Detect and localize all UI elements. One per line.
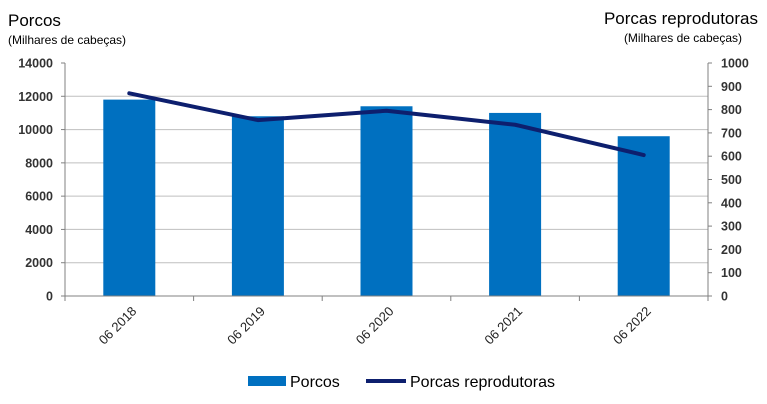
right-tick-label: 1000 — [721, 57, 749, 71]
bar — [489, 112, 542, 296]
bar — [103, 99, 156, 296]
left-tick-label: 8000 — [25, 156, 53, 170]
category-labels: 06 2018 06 2019 06 2020 06 2021 06 2022 — [96, 304, 654, 348]
right-tick-label: 0 — [721, 290, 728, 304]
category-label: 06 2022 — [610, 304, 654, 348]
right-tick-label: 200 — [721, 243, 742, 257]
left-tick-label: 0 — [46, 290, 53, 304]
right-axis-title: Porcas reprodutoras — [604, 9, 758, 28]
legend-swatch-porcos — [248, 376, 286, 386]
category-label: 06 2018 — [96, 304, 140, 348]
right-tick-label: 500 — [721, 173, 742, 187]
left-axis-ticks: 0 2000 4000 6000 8000 10000 12000 14000 — [18, 57, 65, 304]
bar-series — [103, 99, 670, 297]
right-tick-label: 400 — [721, 196, 742, 210]
left-tick-label: 2000 — [25, 256, 53, 270]
bar — [617, 136, 670, 296]
left-axis-unit: (Milhares de cabeças) — [8, 33, 126, 47]
left-tick-label: 12000 — [18, 90, 53, 104]
bar — [360, 106, 413, 297]
right-tick-label: 600 — [721, 150, 742, 164]
left-axis-title: Porcos — [8, 11, 61, 30]
right-tick-label: 900 — [721, 80, 742, 94]
right-tick-label: 100 — [721, 266, 742, 280]
right-axis-unit: (Milhares de cabeças) — [624, 31, 742, 45]
right-axis-ticks: 0 100 200 300 400 500 600 700 800 900 1000 — [708, 57, 749, 304]
legend: Porcos Porcas reprodutoras — [248, 374, 555, 391]
axes — [64, 63, 709, 301]
right-tick-label: 700 — [721, 126, 742, 140]
category-label: 06 2019 — [224, 304, 268, 348]
category-label: 06 2020 — [353, 304, 397, 348]
bar — [231, 116, 284, 296]
legend-label-porcos: Porcos — [290, 374, 340, 391]
legend-label-porcas: Porcas reprodutoras — [410, 374, 555, 391]
right-tick-label: 300 — [721, 220, 742, 234]
left-tick-label: 4000 — [25, 223, 53, 237]
left-tick-label: 6000 — [25, 190, 53, 204]
line-series — [127, 91, 646, 158]
right-tick-label: 800 — [721, 103, 742, 117]
category-label: 06 2021 — [481, 304, 525, 348]
left-tick-label: 10000 — [18, 123, 53, 137]
left-tick-label: 14000 — [18, 57, 53, 71]
